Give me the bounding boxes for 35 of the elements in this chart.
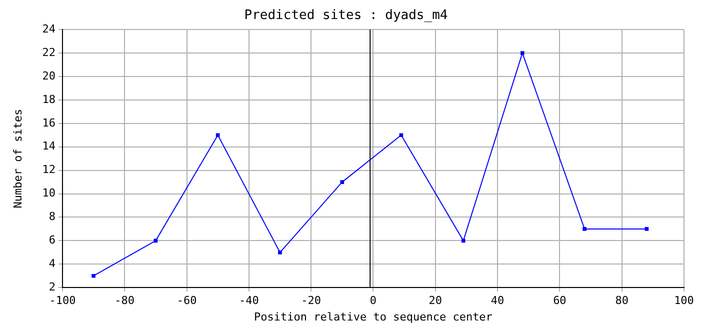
- point: [520, 51, 524, 55]
- y-tick-label: 2: [48, 280, 56, 294]
- x-tick-label: 40: [490, 294, 504, 308]
- point: [340, 180, 344, 184]
- chart-title: Predicted sites : dyads_m4: [244, 8, 448, 24]
- y-tick-label: 22: [42, 46, 56, 59]
- y-axis-title: Number of sites: [11, 108, 24, 208]
- x-tick-label: -80: [114, 294, 135, 308]
- x-tick-label: -40: [238, 294, 259, 308]
- y-tick-label: 20: [42, 69, 56, 82]
- x-tick-label: 20: [428, 294, 442, 308]
- x-tick-label: -20: [301, 294, 322, 308]
- y-tick-label: 12: [42, 163, 56, 176]
- point: [92, 274, 96, 278]
- y-tick-label: 4: [48, 257, 56, 270]
- y-tick-label: 16: [42, 116, 56, 130]
- y-tick-label: 24: [42, 22, 56, 36]
- point: [644, 227, 649, 231]
- x-tick-label: 0: [370, 294, 377, 308]
- x-tick-label: 80: [615, 294, 628, 308]
- x-tick-label: 60: [553, 294, 566, 308]
- point: [399, 133, 404, 138]
- y-tick-label: 6: [48, 234, 56, 247]
- y-tick-label: 18: [42, 92, 56, 106]
- y-tick-label: 8: [48, 210, 56, 224]
- x-tick-label: -60: [176, 294, 197, 308]
- y-tick-label: 10: [42, 186, 56, 200]
- point: [278, 250, 282, 254]
- x-tick-label: -100: [49, 294, 76, 308]
- x-tick-label: 100: [674, 294, 694, 308]
- point: [461, 238, 466, 243]
- point: [582, 227, 586, 231]
- y-tick-label: 14: [42, 140, 56, 153]
- point: [216, 133, 220, 138]
- x-axis-title: Position relative to sequence center: [254, 310, 493, 324]
